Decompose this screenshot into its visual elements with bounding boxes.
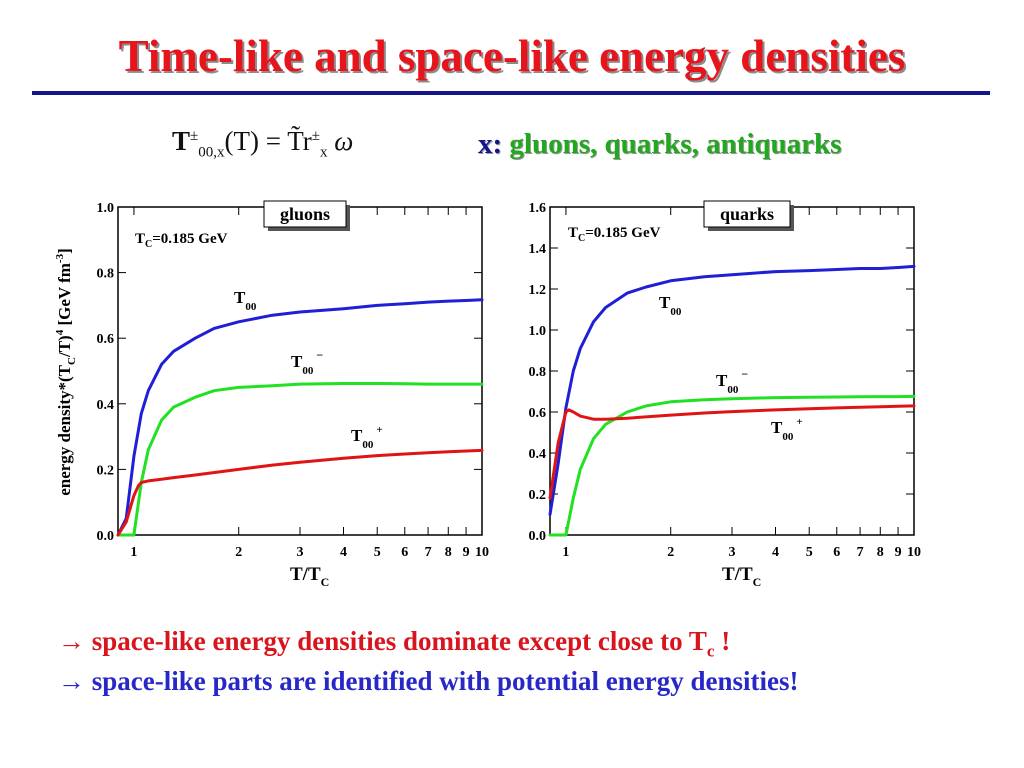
bullet-space-like-dominate: → space-like energy densities dominate e…: [58, 626, 730, 661]
gluons-y-tick-label: 0.6: [97, 332, 115, 347]
quarks-x-tick-label: 8: [877, 545, 884, 560]
bullet1-sub: c: [706, 641, 715, 661]
quarks-label-box: [703, 200, 791, 228]
quarks-x-tick-label: 4: [772, 545, 779, 560]
gluons-plot-frame: [117, 206, 483, 536]
formula-rhs-base: T̃r: [287, 126, 312, 156]
quarks-y-tick-label: 0.4: [529, 447, 547, 462]
formula-rhs-sup: ±: [311, 128, 321, 144]
gluons-tc-annotation: TC=0.185 GeV: [135, 231, 228, 250]
gluons-x-tick-label: 6: [401, 545, 408, 560]
x-definition-label: x:: [478, 128, 503, 160]
gluons-y-tick-label: 1.0: [97, 201, 115, 216]
quarks-y-tick-label: 0.6: [529, 406, 547, 421]
gluons-x-tick-label: 5: [374, 545, 381, 560]
quarks-x-tick-label: 1: [562, 545, 569, 560]
formula-lhs-sup: ±: [190, 128, 199, 144]
formula-omega: ω: [334, 126, 354, 156]
quarks-label-t00: T00: [659, 293, 682, 318]
quarks-plot-frame: [549, 206, 915, 536]
title-underline: [32, 91, 990, 95]
bullet1-text: space-like energy densities dominate exc…: [91, 626, 707, 656]
quarks-series-t00-plus: [548, 404, 916, 500]
gluons-x-tick-label: 9: [463, 545, 470, 560]
quarks-series-t00: [548, 264, 916, 516]
quarks-y-tick-label: 1.0: [529, 324, 547, 339]
bullet1-tail: !: [714, 626, 731, 656]
quarks-label: quarks: [720, 204, 774, 224]
quarks-y-tick-label: 1.6: [529, 201, 547, 216]
gluons-x-tick-label: 7: [425, 545, 432, 560]
gluons-series-t00: [116, 298, 484, 537]
gluons-label: gluons: [280, 204, 330, 224]
energy-density-formula: T±00,x(T) = T̃r±x ω: [172, 126, 353, 161]
quarks-y-tick-label: 1.4: [529, 242, 547, 257]
bullet2-text: space-like parts are identified with pot…: [91, 666, 799, 696]
quarks-y-tick-label: 0.0: [529, 529, 547, 544]
bullet2-arrow-icon: →: [58, 666, 85, 696]
gluons-x-axis-title: T/TC: [290, 564, 329, 589]
quarks-y-tick-label: 1.2: [529, 283, 547, 298]
quarks-x-axis-title: T/TC: [722, 564, 761, 589]
quarks-x-tick-label: 10: [907, 545, 921, 560]
quarks-y-tick-label: 0.2: [529, 488, 547, 503]
formula-equals: =: [265, 126, 281, 156]
gluons-ticks: 1 2 3 4 5 6 7 8 9 10 0.0 0.2 0.4 0.6 0.8 1.0: [97, 201, 490, 560]
formula-lhs-sub: 00,x: [198, 144, 225, 161]
gluons-x-tick-label: 1: [130, 545, 137, 560]
gluons-y-axis-title: energy density*(TC/T)4 [GeV fm-3]: [54, 248, 78, 496]
gluons-x-tick-label: 4: [340, 545, 347, 560]
bullet1-arrow-icon: →: [58, 626, 85, 656]
quarks-x-tick-label: 6: [833, 545, 840, 560]
formula-lhs-base: T: [172, 126, 191, 156]
quarks-x-tick-label: 7: [857, 545, 864, 560]
gluons-y-tick-label: 0.8: [97, 267, 115, 282]
gluons-x-tick-label: 8: [445, 545, 452, 560]
quarks-x-tick-label: 3: [729, 545, 736, 560]
formula-rhs-sub: x: [320, 144, 328, 161]
quarks-label-t00-plus: T00+: [771, 416, 803, 443]
quarks-ticks: 1 2 3 4 5 6 7 8 9 10 0.0 0.2 0.4 0.6 0.8 1.0 1.2 1.4 1.6: [529, 201, 922, 560]
gluons-label-t00-plus: T00+: [351, 424, 383, 451]
bullet-potential-energy: → space-like parts are identified with p…: [58, 666, 798, 697]
formula-lhs-arg: (T): [224, 126, 259, 156]
quarks-x-tick-label: 9: [895, 545, 902, 560]
x-definition: x: gluons, quarks, antiquarks: [478, 128, 841, 161]
quarks-tc-annotation: TC=0.185 GeV: [568, 225, 661, 244]
gluons-label-t00: T00: [234, 288, 257, 313]
quarks-series-t00-minus: [548, 394, 916, 537]
gluons-x-tick-label: 10: [475, 545, 489, 560]
quarks-label-t00-minus: T00−: [716, 367, 748, 396]
gluons-series-t00-plus: [116, 448, 484, 537]
slide-title: Time-like and space-like energy densitie…: [118, 31, 906, 81]
gluons-label-box: [263, 200, 347, 228]
gluons-y-tick-label: 0.2: [97, 463, 115, 478]
gluons-x-tick-label: 2: [235, 545, 242, 560]
gluons-series-t00-minus: [116, 382, 484, 537]
gluons-x-tick-label: 3: [297, 545, 304, 560]
gluons-label-t00-minus: T00−: [291, 348, 323, 377]
gluons-curves: [116, 298, 484, 537]
gluons-y-tick-label: 0.0: [97, 529, 115, 544]
quarks-y-tick-label: 0.8: [529, 365, 547, 380]
quarks-x-tick-label: 5: [806, 545, 813, 560]
quarks-curves: [548, 264, 916, 537]
x-definition-parts: gluons, quarks, antiquarks: [509, 128, 842, 160]
quarks-x-tick-label: 2: [667, 545, 674, 560]
gluons-y-tick-label: 0.4: [97, 398, 115, 413]
